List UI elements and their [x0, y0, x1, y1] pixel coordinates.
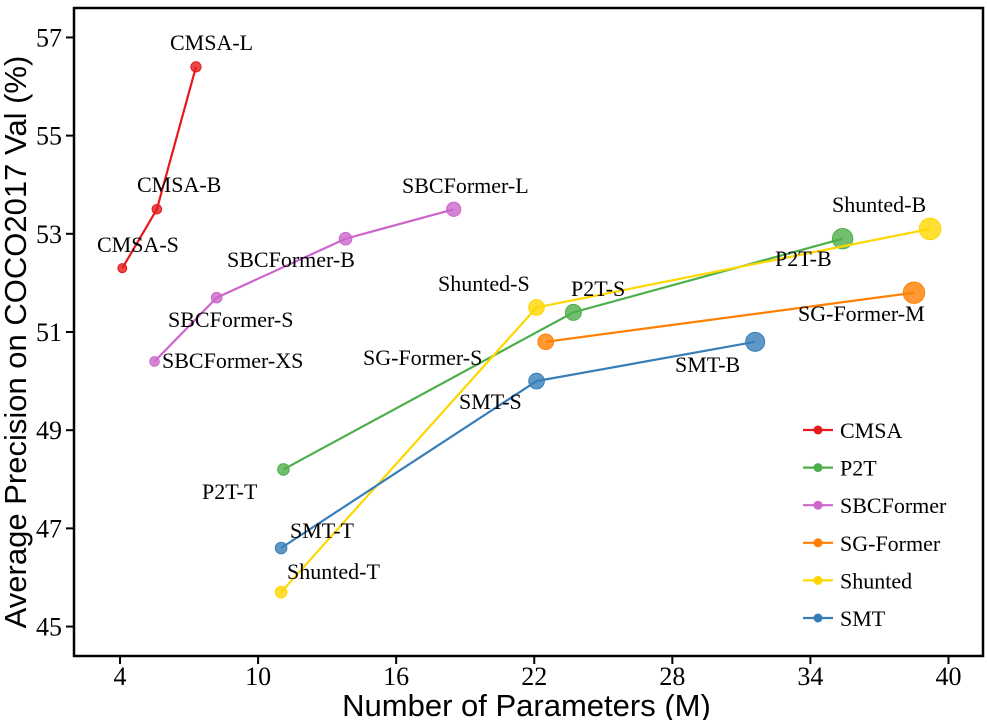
y-axis-title: Average Precision on COCO2017 Val (%) — [0, 56, 33, 629]
data-point-sbcformer-s — [210, 291, 223, 304]
data-point-cmsa-l — [190, 61, 202, 73]
data-point-shunted-s — [528, 299, 545, 316]
point-label: SBCFormer-XS — [162, 348, 303, 373]
data-point-sg-former-m — [902, 281, 926, 304]
legend-label: CMSA — [840, 418, 902, 443]
data-point-cmsa-s — [117, 263, 128, 274]
data-point-smt-b — [745, 331, 766, 352]
legend-marker — [813, 463, 823, 473]
legend-marker — [813, 575, 823, 585]
legend-marker — [813, 538, 823, 548]
point-labels: CMSA-S CMSA-B CMSA-L P2T-T P2T-S P2T-B SBCForm… — [97, 30, 926, 584]
legend-marker — [813, 613, 823, 623]
point-label: CMSA-B — [137, 172, 221, 197]
series-line-sg-former — [545, 291, 915, 343]
data-point-sg-former-s — [537, 333, 555, 351]
point-label: SG-Former-M — [798, 301, 925, 326]
data-point-shunted-t — [274, 585, 288, 599]
data-point-p2t-b — [831, 228, 854, 250]
x-axis-title: Number of Parameters (M) — [342, 688, 711, 720]
data-point-p2t-t — [277, 463, 290, 476]
legend-label: Shunted — [840, 568, 912, 593]
data-point-smt-s — [528, 372, 545, 390]
x-tick-label: 4 — [114, 662, 127, 691]
data-point-sbcformer-xs — [149, 356, 160, 367]
point-label: CMSA-L — [170, 30, 253, 55]
y-tick-label: 51 — [36, 318, 62, 347]
legend: CMSA P2T SBCFormer SG-Former Shunted SMT — [803, 418, 947, 631]
plot-frame — [72, 6, 985, 658]
point-label: SBCFormer-B — [227, 247, 355, 272]
y-tick-label: 45 — [36, 613, 62, 642]
point-label: SMT-B — [675, 352, 740, 377]
x-tick-label: 34 — [797, 662, 823, 691]
point-label: SG-Former-S — [363, 345, 482, 370]
data-point-p2t-s — [564, 303, 582, 321]
axes: 4 10 16 22 28 34 40 45 47 49 51 53 55 57 Number of Par… — [0, 6, 985, 720]
legend-label: SG-Former — [840, 531, 941, 556]
point-label: SBCFormer-S — [168, 307, 293, 332]
point-label: P2T-T — [202, 479, 258, 504]
point-label: P2T-S — [571, 276, 625, 301]
point-label: Shunted-S — [438, 271, 530, 296]
point-label: SBCFormer-L — [402, 173, 529, 198]
y-tick-label: 57 — [36, 23, 62, 52]
legend-label: SMT — [840, 606, 886, 631]
legend-label: P2T — [840, 456, 877, 481]
point-label: Shunted-T — [287, 559, 380, 584]
series-line-sbcformer — [153, 208, 454, 363]
y-tick-label: 47 — [36, 514, 62, 543]
x-tick-label: 22 — [521, 662, 547, 691]
legend-marker — [813, 425, 823, 435]
data-point-smt-t — [274, 541, 288, 555]
series-layer — [117, 61, 942, 599]
data-point-sbcformer-l — [446, 201, 462, 217]
data-point-cmsa-b — [151, 203, 163, 215]
x-tick-label: 10 — [245, 662, 271, 691]
point-label: P2T-B — [775, 246, 832, 271]
point-label: CMSA-S — [97, 232, 179, 257]
data-point-sbcformer-b — [338, 231, 353, 246]
data-point-shunted-b — [918, 217, 942, 241]
point-label: Shunted-B — [832, 192, 926, 217]
x-tick-label: 28 — [659, 662, 685, 691]
point-label: SMT-S — [459, 389, 522, 414]
point-label: SMT-T — [290, 518, 355, 543]
x-tick-label: 40 — [935, 662, 961, 691]
legend-label: SBCFormer — [840, 493, 947, 518]
x-tick-label: 16 — [383, 662, 409, 691]
legend-marker — [813, 500, 823, 510]
y-tick-label: 49 — [36, 416, 62, 445]
y-tick-label: 53 — [36, 220, 62, 249]
y-tick-label: 55 — [36, 122, 62, 151]
